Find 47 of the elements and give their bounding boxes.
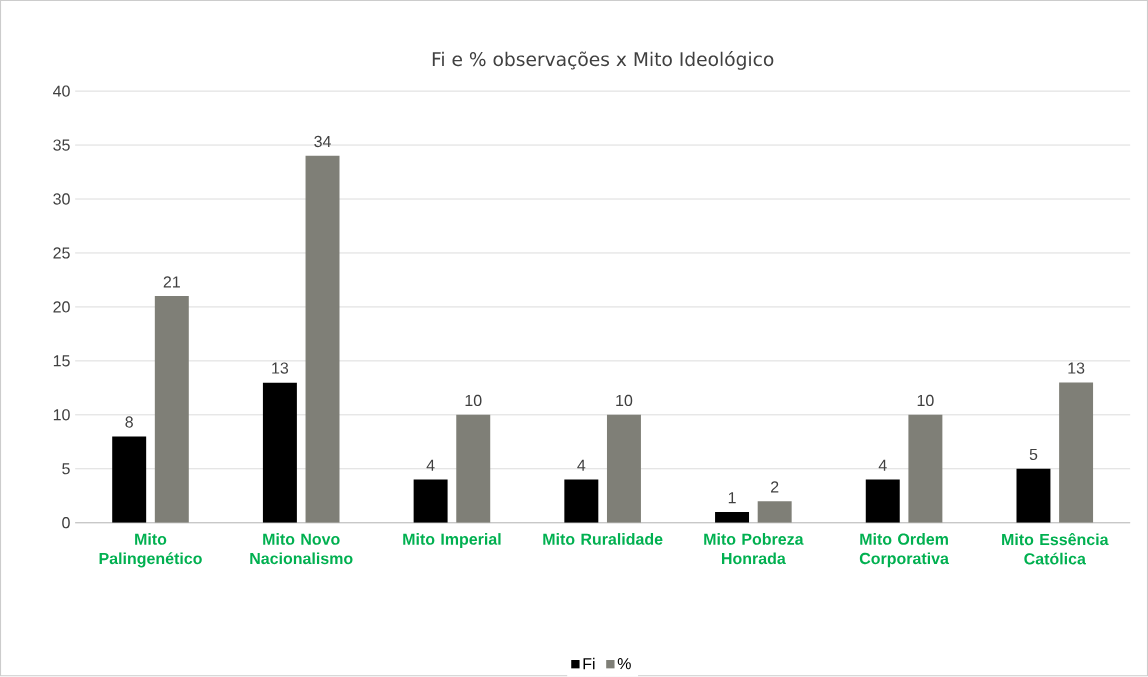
data-label: 2	[771, 481, 779, 493]
bar	[564, 479, 599, 523]
y-tick-label: 10	[53, 409, 70, 421]
y-tick-label: 5	[62, 463, 70, 475]
y-tick-label: 30	[53, 193, 70, 205]
data-label: 1	[728, 492, 736, 504]
chart-title: Fi e % observações x Mito Ideológico	[432, 51, 774, 70]
x-tick-label: Mito Palingenético	[99, 533, 202, 568]
data-label: 13	[272, 362, 289, 374]
data-label: 10	[917, 394, 934, 407]
bar	[606, 414, 641, 523]
x-tick-label: Mito Essência Católica	[1002, 533, 1109, 565]
bar	[1016, 468, 1051, 523]
bar	[154, 296, 189, 523]
x-tick-label: Mito Imperial	[403, 533, 501, 549]
y-tick-label: 25	[53, 247, 70, 259]
bar	[1059, 382, 1094, 523]
x-tick-label: Mito Pobreza Honrada	[704, 533, 804, 565]
bar	[456, 414, 491, 523]
y-tick-label: 20	[53, 301, 70, 313]
bar	[715, 512, 750, 523]
legend-label: Fi	[583, 657, 595, 670]
legend-label: %	[617, 658, 631, 670]
bar	[112, 436, 147, 523]
bar	[305, 156, 340, 523]
data-label: 8	[125, 416, 133, 428]
bar	[262, 382, 297, 523]
data-label: 21	[163, 276, 180, 288]
y-tick-label: 40	[53, 85, 70, 97]
data-label: 4	[577, 460, 586, 471]
x-tick-label: Mito Ruralidade	[543, 533, 663, 545]
y-tick-label: 15	[53, 355, 70, 367]
data-label: 13	[1068, 362, 1085, 374]
x-tick-label: Mito Novo Nacionalismo	[250, 533, 353, 565]
data-label: 10	[465, 394, 482, 407]
x-tick-label: Mito Ordem Corporativa	[859, 533, 950, 568]
bar	[757, 501, 792, 523]
data-label: 4	[426, 460, 435, 471]
data-label: 10	[616, 394, 633, 407]
bar	[413, 479, 448, 523]
bar	[908, 414, 943, 523]
data-label: 4	[878, 460, 887, 471]
data-label: 5	[1029, 449, 1038, 461]
y-tick-label: 35	[53, 139, 70, 151]
y-tick-label: 0	[62, 517, 70, 529]
data-label: 34	[314, 135, 331, 148]
bar	[865, 479, 900, 523]
